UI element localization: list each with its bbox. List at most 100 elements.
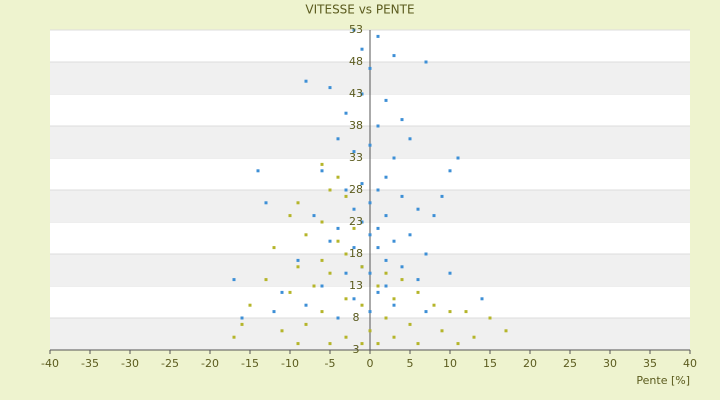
point: [360, 342, 364, 346]
x-tick-label: 5: [407, 357, 414, 370]
point: [376, 290, 380, 294]
point: [368, 66, 372, 70]
y-tick-label: 18: [349, 247, 363, 260]
point: [392, 54, 396, 58]
point: [320, 220, 324, 224]
x-tick-label: -15: [241, 357, 259, 370]
point: [368, 271, 372, 275]
point: [384, 214, 388, 218]
point: [360, 265, 364, 269]
point: [344, 297, 348, 301]
point: [352, 150, 356, 154]
point: [376, 246, 380, 250]
point: [448, 310, 452, 314]
point: [272, 246, 276, 250]
point: [296, 201, 300, 205]
point: [320, 162, 324, 166]
point: [232, 278, 236, 282]
point: [376, 188, 380, 192]
y-tick-label: 23: [349, 215, 363, 228]
y-tick-label: 8: [353, 311, 360, 324]
point: [384, 258, 388, 262]
point: [328, 271, 332, 275]
point: [416, 342, 420, 346]
point: [344, 252, 348, 256]
point: [448, 169, 452, 173]
point: [344, 194, 348, 198]
point: [400, 194, 404, 198]
point: [288, 290, 292, 294]
point: [448, 271, 452, 275]
y-tick-label: 33: [349, 151, 363, 164]
point: [392, 303, 396, 307]
point: [336, 175, 340, 179]
point: [432, 214, 436, 218]
point: [272, 310, 276, 314]
x-tick-label: 35: [643, 357, 657, 370]
point: [256, 169, 260, 173]
point: [296, 342, 300, 346]
point: [336, 226, 340, 230]
point: [232, 335, 236, 339]
y-tick-label: 43: [349, 87, 363, 100]
point: [424, 252, 428, 256]
point: [352, 297, 356, 301]
point: [320, 258, 324, 262]
x-tick-label: 10: [443, 357, 457, 370]
point: [344, 271, 348, 275]
y-tick-label: 28: [349, 183, 363, 196]
point: [376, 284, 380, 288]
point: [400, 118, 404, 122]
point: [464, 310, 468, 314]
point: [408, 137, 412, 141]
point: [360, 220, 364, 224]
point: [432, 303, 436, 307]
point: [376, 342, 380, 346]
point: [368, 310, 372, 314]
x-tick-label: 30: [603, 357, 617, 370]
point: [328, 188, 332, 192]
point: [368, 201, 372, 205]
point: [328, 239, 332, 243]
point: [352, 207, 356, 211]
point: [304, 233, 308, 237]
point: [384, 98, 388, 102]
point: [352, 246, 356, 250]
point: [456, 156, 460, 160]
point: [472, 335, 476, 339]
point: [312, 214, 316, 218]
point: [384, 316, 388, 320]
point: [384, 271, 388, 275]
x-tick-label: -40: [41, 357, 59, 370]
point: [240, 316, 244, 320]
point: [280, 329, 284, 333]
point: [360, 47, 364, 51]
point: [304, 303, 308, 307]
y-tick-label: 53: [349, 23, 363, 36]
point: [440, 194, 444, 198]
point: [416, 290, 420, 294]
point: [304, 79, 308, 83]
point: [392, 239, 396, 243]
point: [360, 303, 364, 307]
x-tick-label: -35: [81, 357, 99, 370]
x-tick-label: 15: [483, 357, 497, 370]
point: [312, 284, 316, 288]
point: [480, 297, 484, 301]
point: [392, 297, 396, 301]
point: [344, 111, 348, 115]
x-tick-label: -30: [121, 357, 139, 370]
point: [504, 329, 508, 333]
point: [424, 310, 428, 314]
point: [368, 233, 372, 237]
point: [368, 143, 372, 147]
point: [320, 310, 324, 314]
point: [352, 226, 356, 230]
point: [392, 335, 396, 339]
x-tick-label: -5: [325, 357, 336, 370]
point: [328, 86, 332, 90]
y-tick-label: 13: [349, 279, 363, 292]
point: [400, 265, 404, 269]
point: [240, 322, 244, 326]
